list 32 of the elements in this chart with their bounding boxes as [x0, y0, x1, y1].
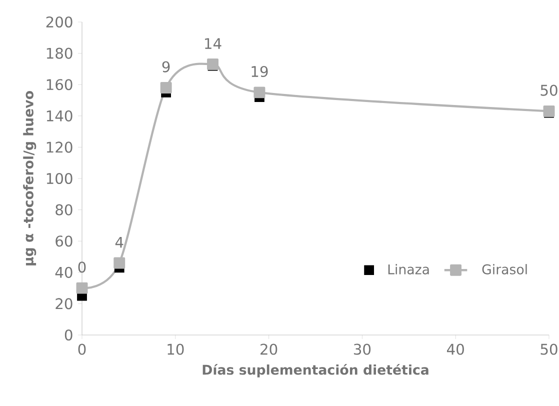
y-axis-title: µg α -tocoferol/g huevo: [23, 91, 36, 266]
y-tick-label: 140: [46, 110, 72, 122]
x-tick-label: 40: [446, 344, 464, 355]
x-tick-label: 50: [540, 344, 558, 355]
y-tick-label: 20: [56, 298, 72, 310]
x-tick-label: 20: [260, 344, 278, 355]
legend-label: Linaza: [388, 264, 429, 274]
x-tick-label: 10: [168, 344, 184, 355]
point: [543, 105, 555, 117]
y-tick-label: 40: [55, 266, 72, 278]
annotation: 0: [78, 262, 86, 273]
x-tick-label: 0: [78, 344, 86, 355]
y-tick-label: 60: [56, 236, 72, 247]
y-tick-label: 160: [46, 79, 72, 90]
annotation: 14: [205, 38, 222, 49]
annotation: 50: [540, 84, 558, 96]
annotation: 19: [252, 66, 268, 78]
legend-label: Girasol: [482, 264, 527, 274]
y-tick-label: 120: [46, 142, 72, 153]
y-tick-label: 0: [64, 329, 72, 341]
annotation: 9: [162, 61, 170, 72]
x-tick-label: 30: [354, 344, 371, 355]
point: [254, 86, 266, 98]
annotation: 4: [115, 236, 124, 248]
y-tick-label: 100: [46, 172, 72, 184]
y-tick-label: 180: [46, 48, 72, 59]
y-tick-label: 80: [56, 204, 72, 216]
x-axis-title: Días suplementación dietética: [202, 364, 428, 378]
y-tick-label: 200: [46, 16, 72, 28]
point: [114, 257, 126, 269]
point: [160, 82, 172, 94]
point: [76, 282, 88, 294]
